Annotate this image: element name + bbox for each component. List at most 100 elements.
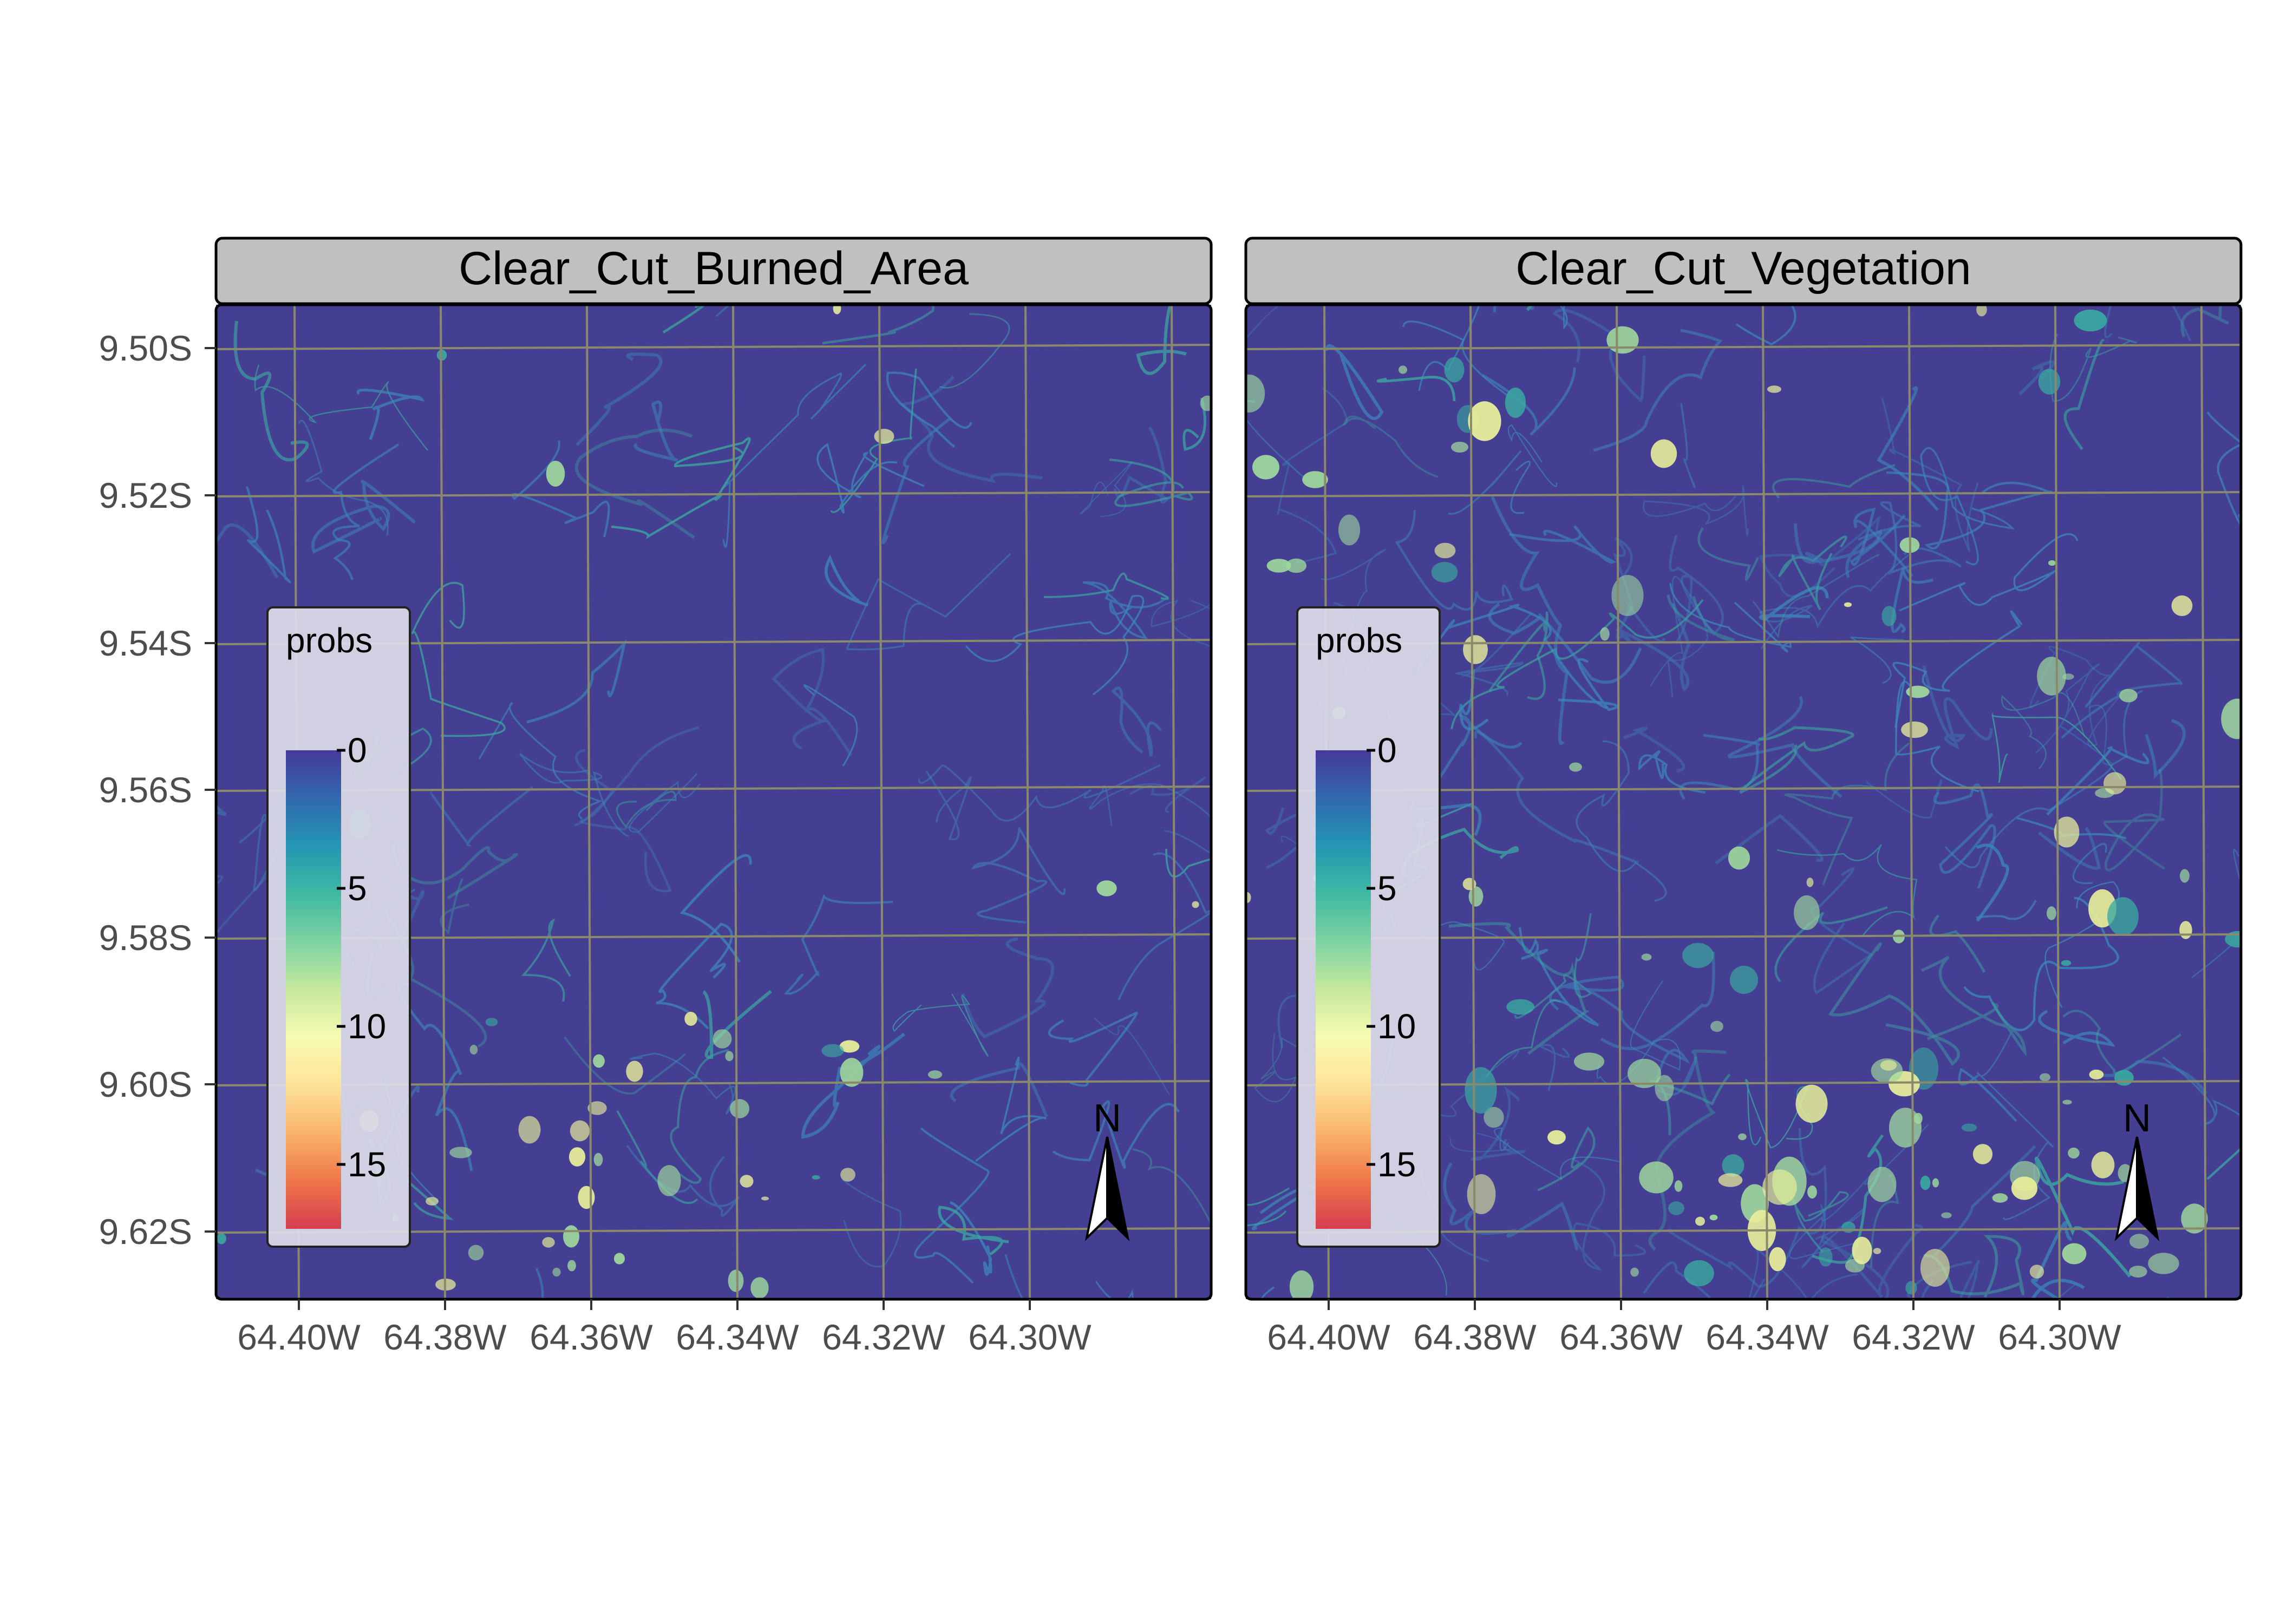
feature-line: [575, 748, 672, 893]
feature-patch: [1289, 1270, 1314, 1299]
legend-title: probs: [286, 621, 373, 660]
feature-line: [784, 894, 893, 995]
feature-patch: [469, 1045, 478, 1055]
feature-patch: [1630, 1267, 1639, 1277]
feature-line: [1920, 447, 2015, 566]
feature-line: [1474, 731, 1639, 865]
feature-line: [1735, 305, 1796, 346]
feature-patch: [587, 1101, 607, 1115]
feature-line: [1514, 913, 1592, 1019]
feature-patch: [1769, 1247, 1786, 1272]
feature-patch: [563, 1225, 579, 1248]
feature-patch: [546, 461, 565, 487]
x-tick-label: 64.32W: [1852, 1317, 1975, 1357]
feature-line: [971, 827, 1066, 924]
feature-line: [1488, 611, 1548, 700]
feature-patch: [1468, 401, 1501, 441]
feature-line: [1801, 1204, 1866, 1269]
feature-patch: [2089, 1069, 2104, 1080]
feature-patch: [1906, 685, 1930, 698]
north-label: N: [2123, 1097, 2151, 1140]
feature-line: [2072, 843, 2107, 885]
feature-patch: [1266, 559, 1291, 573]
x-tick-label: 64.32W: [822, 1317, 945, 1357]
feature-line: [1752, 554, 1880, 639]
feature-patch: [840, 1168, 855, 1182]
x-tick-label: 64.34W: [676, 1317, 799, 1357]
feature-patch: [2091, 1151, 2115, 1178]
feature-line: [1858, 501, 1962, 575]
feature-patch: [1905, 1281, 1917, 1295]
feature-line: [2038, 1010, 2116, 1047]
feature-line: [670, 1049, 729, 1184]
feature-patch: [485, 1018, 498, 1026]
feature-line: [1510, 460, 1531, 514]
feature-patch: [2103, 772, 2126, 795]
feature-patch: [1444, 357, 1465, 383]
legend-tick-label: 10: [348, 1007, 386, 1046]
x-tick-label: 64.40W: [237, 1317, 361, 1357]
feature-patch: [1286, 558, 1306, 573]
feature-line: [1933, 1145, 2036, 1257]
feature-line: [2180, 305, 2229, 337]
feature-line: [478, 702, 603, 820]
feature-line: [1615, 602, 1691, 692]
feature-line: [1538, 1044, 1570, 1091]
feature-line: [1638, 750, 1706, 794]
legend-tick-label: 5: [1377, 869, 1397, 908]
feature-patch: [1611, 575, 1644, 616]
feature-patch: [812, 1175, 820, 1180]
legend-tick-label: 10: [1377, 1007, 1416, 1046]
feature-patch: [468, 1245, 484, 1261]
y-tick-label: 9.62S: [99, 1212, 192, 1252]
feature-patch: [1338, 514, 1361, 546]
feature-patch: [1762, 1169, 1797, 1205]
feature-line: [1325, 344, 1384, 420]
feature-patch: [1728, 846, 1750, 870]
feature-line: [2001, 692, 2086, 769]
feature-line: [1246, 417, 1304, 477]
feature-line: [1518, 927, 1599, 1027]
y-tick-label: 9.50S: [99, 328, 192, 368]
grid-line-lon: [586, 305, 592, 1299]
feature-line: [1929, 914, 1986, 973]
feature-line: [1118, 852, 1211, 1000]
feature-patch: [1867, 1167, 1897, 1202]
feature-patch: [740, 1175, 754, 1188]
feature-patch: [2061, 960, 2072, 966]
feature-line: [1109, 458, 1193, 507]
feature-patch: [1806, 878, 1814, 887]
feature-patch: [2048, 560, 2056, 566]
feature-line: [1048, 1011, 1138, 1087]
feature-patch: [578, 1186, 595, 1209]
feature-patch: [1880, 1060, 1897, 1071]
grid-line-lon: [440, 305, 446, 1299]
feature-line: [1850, 636, 1904, 684]
legend-tick-label: 15: [1377, 1145, 1416, 1184]
feature-patch: [1718, 1173, 1743, 1187]
y-tick-label: 9.58S: [99, 918, 192, 958]
feature-patch: [1431, 561, 1458, 583]
x-tick-label: 64.30W: [1998, 1317, 2121, 1357]
feature-line: [938, 1206, 1009, 1256]
feature-line: [1759, 554, 1909, 650]
feature-line: [1449, 1132, 1512, 1152]
feature-line: [1454, 612, 1532, 697]
feature-line: [1643, 485, 1749, 536]
feature-line: [1866, 779, 1943, 819]
north-arrow-icon: [2136, 1136, 2160, 1241]
feature-line: [2191, 849, 2241, 978]
feature-line: [1507, 424, 1558, 487]
feature-line: [630, 1052, 736, 1115]
feature-line: [1593, 329, 1723, 452]
feature-line: [574, 726, 700, 827]
feature-patch: [1972, 1144, 1993, 1164]
feature-line: [1537, 1126, 1596, 1191]
feature-line: [1745, 1079, 1813, 1149]
feature-patch: [1710, 1020, 1723, 1032]
feature-line: [656, 922, 733, 1030]
feature-line: [564, 1036, 686, 1095]
feature-line: [526, 639, 627, 724]
feature-line: [822, 305, 935, 345]
feature-line: [1395, 509, 1513, 611]
